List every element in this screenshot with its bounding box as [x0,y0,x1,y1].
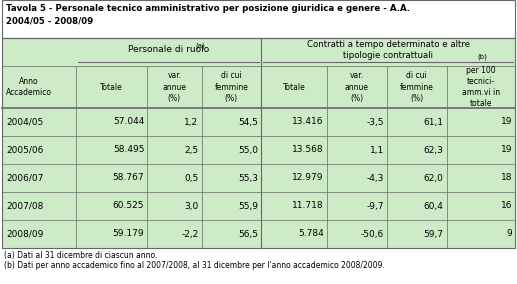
Text: 18: 18 [500,174,512,183]
Text: 56,5: 56,5 [238,229,258,239]
Text: var.
annue
(%): var. annue (%) [345,71,369,103]
Text: 0,5: 0,5 [184,174,199,183]
Text: 16: 16 [500,202,512,210]
Text: Totale: Totale [100,82,123,91]
Text: 13.568: 13.568 [292,145,324,154]
Text: 9: 9 [506,229,512,239]
Text: -2,2: -2,2 [181,229,199,239]
Text: Anno
Accademico: Anno Accademico [6,77,52,97]
Text: var.
annue
(%): var. annue (%) [162,71,187,103]
Text: 2,5: 2,5 [185,145,199,154]
Text: 2005/06: 2005/06 [6,145,43,154]
Bar [2,38,515,248]
Text: 19: 19 [500,118,512,126]
Text: Contratti a tempo determinato e altre
tipologie contrattuali: Contratti a tempo determinato e altre ti… [307,40,469,60]
Text: (b) Dati per anno accademico fino al 2007/2008, al 31 dicembre per l'anno accade: (b) Dati per anno accademico fino al 200… [4,261,385,270]
Text: 62,0: 62,0 [424,174,444,183]
Text: -4,3: -4,3 [367,174,384,183]
Text: 54,5: 54,5 [238,118,258,126]
Text: 61,1: 61,1 [423,118,444,126]
Text: 2006/07: 2006/07 [6,174,43,183]
Text: 12.979: 12.979 [293,174,324,183]
Text: 1,2: 1,2 [185,118,199,126]
Text: 55,0: 55,0 [238,145,258,154]
Text: 59,7: 59,7 [423,229,444,239]
Text: 55,9: 55,9 [238,202,258,210]
Text: 11.718: 11.718 [292,202,324,210]
Text: Personale di ruolo: Personale di ruolo [128,45,209,55]
Text: Tavola 5 - Personale tecnico amministrativo per posizione giuridica e genere - A: Tavola 5 - Personale tecnico amministrat… [6,4,410,13]
Text: di cui
femmine
(%): di cui femmine (%) [400,71,434,103]
Text: di cui
femmine
(%): di cui femmine (%) [215,71,248,103]
Text: -50,6: -50,6 [360,229,384,239]
Text: -9,7: -9,7 [366,202,384,210]
Bar [2,0,515,38]
Text: 57.044: 57.044 [113,118,144,126]
Text: 58.767: 58.767 [113,174,144,183]
Text: 5.784: 5.784 [298,229,324,239]
Text: 2007/08: 2007/08 [6,202,43,210]
Text: 2008/09: 2008/09 [6,229,43,239]
Text: 19: 19 [500,145,512,154]
Text: 13.416: 13.416 [293,118,324,126]
Bar [2,38,515,248]
Text: (a): (a) [196,43,205,49]
Text: 55,3: 55,3 [238,174,258,183]
Text: 1,1: 1,1 [370,145,384,154]
Text: (a) Dati al 31 dicembre di ciascun anno.: (a) Dati al 31 dicembre di ciascun anno. [4,251,157,260]
Text: (b): (b) [477,54,487,60]
Text: Totale: Totale [283,82,306,91]
Text: 2004/05: 2004/05 [6,118,43,126]
Text: -3,5: -3,5 [366,118,384,126]
Text: per 100
tecnici-
amm.vi in
totale: per 100 tecnici- amm.vi in totale [462,66,500,108]
Text: 2004/05 - 2008/09: 2004/05 - 2008/09 [6,16,93,25]
Text: 60.525: 60.525 [113,202,144,210]
Text: 58.495: 58.495 [113,145,144,154]
Text: 60,4: 60,4 [424,202,444,210]
Text: 62,3: 62,3 [424,145,444,154]
Text: 3,0: 3,0 [184,202,199,210]
Text: 59.179: 59.179 [113,229,144,239]
